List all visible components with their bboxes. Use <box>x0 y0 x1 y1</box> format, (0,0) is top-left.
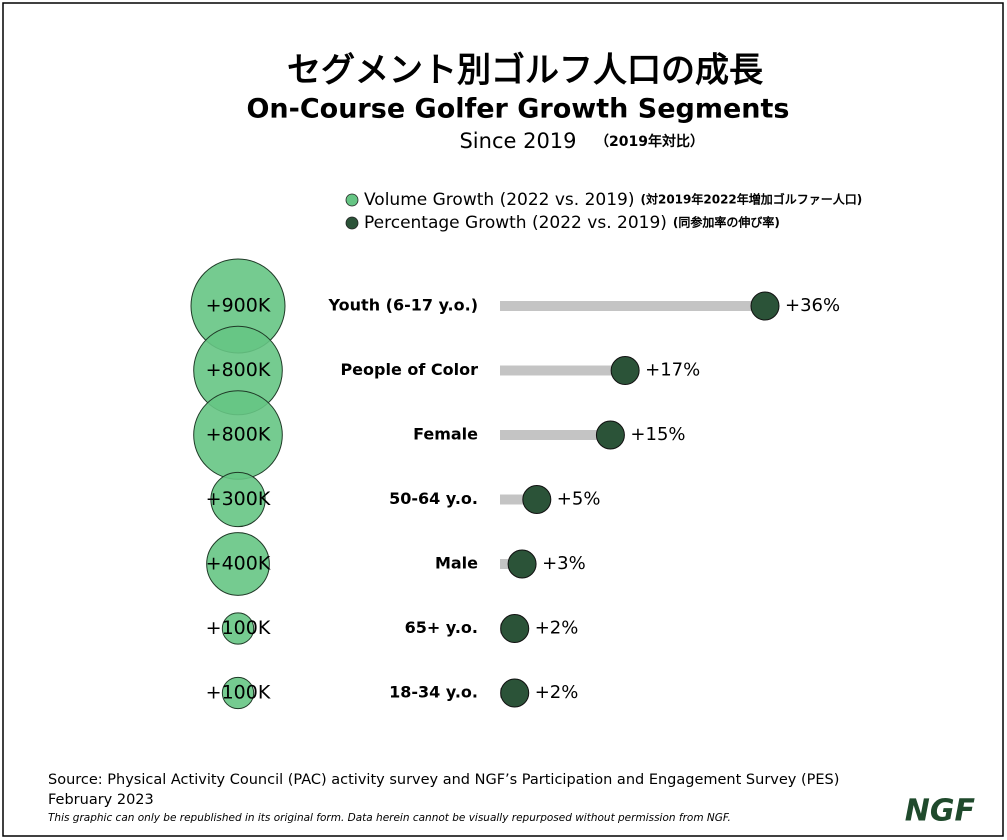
percentage-dot <box>610 356 640 385</box>
category-label: Female <box>413 425 478 444</box>
since-ja-label: （2019年対比） <box>595 133 704 150</box>
category-label: 65+ y.o. <box>405 618 478 637</box>
legend-marker <box>345 216 359 230</box>
volume-label: +100K <box>206 617 271 639</box>
volume-bubble <box>206 532 270 596</box>
volume-label: +800K <box>206 359 271 381</box>
percentage-bar <box>500 430 611 440</box>
percentage-dot <box>500 614 530 643</box>
volume-label: +100K <box>206 682 271 704</box>
legend-label-ja: (対2019年2022年増加ゴルファー人口) <box>641 192 863 207</box>
disclaimer: This graphic can only be republished in … <box>48 812 731 824</box>
percentage-dot <box>595 420 625 450</box>
percentage-label: +15% <box>630 424 685 445</box>
category-label: People of Color <box>340 360 478 379</box>
percentage-label: +36% <box>785 295 840 316</box>
percentage-label: +2% <box>535 682 579 703</box>
category-label: Youth (6-17 y.o.) <box>328 296 478 315</box>
chart-title: セグメント別ゴルフ人口の成長 <box>287 51 764 91</box>
legend-label: Volume Growth (2022 vs. 2019) <box>364 190 635 210</box>
volume-bubble <box>210 471 266 528</box>
percentage-label: +5% <box>557 489 601 510</box>
volume-bubble <box>221 676 255 710</box>
source: Source: Physical Activity Council (PAC) … <box>48 772 839 788</box>
percentage-label: +3% <box>542 553 586 574</box>
volume-label: +800K <box>206 424 271 446</box>
percentage-label: +17% <box>645 360 700 381</box>
percentage-dot <box>500 678 530 708</box>
percentage-bar <box>500 301 765 311</box>
date: February 2023 <box>48 792 154 808</box>
category-label: 18-34 y.o. <box>389 683 478 702</box>
percentage-dot <box>750 291 780 321</box>
legend-label: Percentage Growth (2022 vs. 2019) <box>364 213 667 233</box>
volume-label: +300K <box>206 488 271 510</box>
category-label: 50-64 y.o. <box>389 489 478 508</box>
logo: NGF <box>905 794 976 829</box>
legend-marker <box>345 193 359 207</box>
volume-label: +900K <box>206 295 271 317</box>
percentage-label: +2% <box>535 618 579 639</box>
percentage-dot <box>522 485 552 514</box>
category-label: Male <box>435 554 478 573</box>
volume-bubble <box>221 612 255 645</box>
since-label: Since 2019 <box>459 129 576 153</box>
percentage-bar <box>500 365 626 376</box>
percentage-bar <box>500 494 537 505</box>
chart-subtitle: On-Course Golfer Growth Segments <box>246 94 789 125</box>
percentage-dot <box>507 549 537 579</box>
legend-label-ja: (同参加率の伸び率) <box>673 215 780 230</box>
volume-label: +400K <box>206 553 271 575</box>
